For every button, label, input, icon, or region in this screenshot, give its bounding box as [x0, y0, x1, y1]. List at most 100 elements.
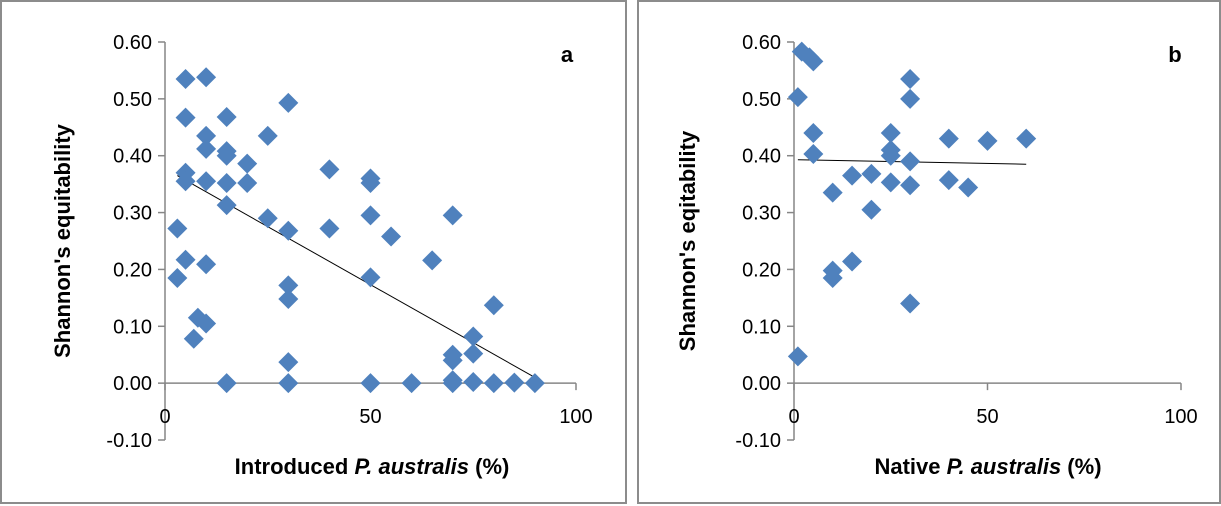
data-point: [278, 288, 299, 309]
x-tick-label: 50: [976, 406, 998, 428]
data-point: [278, 275, 299, 296]
data-point: [463, 326, 484, 347]
data-point: [257, 208, 278, 229]
panel-label: a: [561, 42, 574, 67]
data-point: [442, 205, 463, 226]
data-point: [787, 87, 808, 108]
data-point: [196, 254, 217, 275]
data-point: [463, 372, 484, 393]
data-point: [822, 182, 843, 203]
y-tick-label: 0.50: [113, 89, 152, 111]
data-point: [360, 173, 381, 194]
data-point: [360, 373, 381, 394]
data-point: [842, 251, 863, 272]
data-point: [938, 170, 959, 191]
data-point: [861, 199, 882, 220]
data-point: [401, 373, 422, 394]
data-point: [196, 125, 217, 146]
y-tick-label: 0.40: [742, 146, 781, 168]
x-tick-label: 50: [359, 406, 381, 428]
y-tick-label: 0.20: [742, 259, 781, 281]
data-point: [278, 352, 299, 373]
data-point: [278, 373, 299, 394]
data-point: [938, 128, 959, 149]
data-point: [167, 218, 188, 239]
data-point: [175, 171, 196, 192]
data-point: [842, 165, 863, 186]
x-tick-label: 100: [1164, 406, 1197, 428]
scatter-chart-a: -0.10 0.00 0.10 0.20 0.30 0.40 0.50 0.60 0 50 100 a…: [50, 32, 593, 479]
data-point: [360, 267, 381, 288]
data-point: [237, 153, 258, 174]
data-point: [216, 145, 237, 166]
data-point: [422, 250, 443, 271]
x-axis-title-suffix: (%): [469, 454, 509, 479]
y-tick-label: 0.00: [742, 373, 781, 395]
x-axis-title-suffix: (%): [1061, 454, 1101, 479]
data-point: [958, 177, 979, 198]
data-point: [175, 249, 196, 270]
y-axis-title: Shannon's eqitability: [675, 130, 700, 351]
y-tick-label: 0.10: [113, 316, 152, 338]
data-point: [442, 373, 463, 394]
scatter-chart-b: -0.10 0.00 0.10 0.20 0.30 0.40 0.50 0.60 0 50 100 b…: [675, 32, 1198, 479]
data-point: [504, 372, 525, 393]
data-point: [216, 173, 237, 194]
x-tick-label: 100: [559, 406, 592, 428]
data-point: [880, 122, 901, 143]
x-axis-title-prefix: Introduced: [235, 454, 355, 479]
data-point: [900, 293, 921, 314]
data-point: [319, 159, 340, 180]
data-point: [442, 350, 463, 371]
x-axis-title-prefix: Native: [874, 454, 946, 479]
y-tick-label: -0.10: [735, 430, 781, 452]
data-point: [319, 218, 340, 239]
x-tick-label: 0: [788, 406, 799, 428]
chart-panel-b: -0.10 0.00 0.10 0.20 0.30 0.40 0.50 0.60 0 50 100 b…: [637, 0, 1221, 504]
data-point: [880, 172, 901, 193]
data-point: [524, 373, 545, 394]
data-point: [196, 313, 217, 334]
y-tick-label: 0.10: [742, 316, 781, 338]
data-point: [900, 68, 921, 89]
y-tick-label: 0.30: [742, 203, 781, 225]
panel-label: b: [1168, 42, 1181, 67]
data-point: [463, 343, 484, 364]
data-point: [183, 328, 204, 349]
data-point: [803, 144, 824, 165]
data-point: [216, 195, 237, 216]
data-point: [216, 107, 237, 128]
data-point: [196, 171, 217, 192]
data-point: [900, 175, 921, 196]
data-point: [278, 92, 299, 113]
data-point: [175, 68, 196, 89]
y-tick-label: 0.60: [113, 32, 152, 54]
y-tick-label: 0.20: [113, 259, 152, 281]
data-point: [861, 163, 882, 184]
x-tick-label: 0: [159, 406, 170, 428]
x-axis-title-species: P. australis: [354, 454, 469, 479]
data-point: [803, 122, 824, 143]
data-point: [880, 145, 901, 166]
data-point: [787, 346, 808, 367]
y-tick-label: 0.60: [742, 32, 781, 54]
x-axis-title-species: P. australis: [947, 454, 1062, 479]
y-tick-label: -0.10: [106, 430, 152, 452]
data-point: [977, 130, 998, 151]
x-axis-title: Introduced P. australis (%): [235, 454, 510, 479]
data-point: [196, 138, 217, 159]
data-point: [196, 67, 217, 88]
data-point: [1016, 128, 1037, 149]
data-point: [216, 373, 237, 394]
data-point: [381, 226, 402, 247]
data-point: [822, 267, 843, 288]
data-point: [900, 88, 921, 109]
y-axis-title: Shannon's equitability: [50, 123, 75, 358]
data-point: [257, 125, 278, 146]
data-point: [803, 51, 824, 72]
y-tick-label: 0.30: [113, 203, 152, 225]
data-point: [237, 173, 258, 194]
data-point: [900, 151, 921, 172]
y-tick-label: 0.50: [742, 89, 781, 111]
y-tick-label: 0.40: [113, 146, 152, 168]
